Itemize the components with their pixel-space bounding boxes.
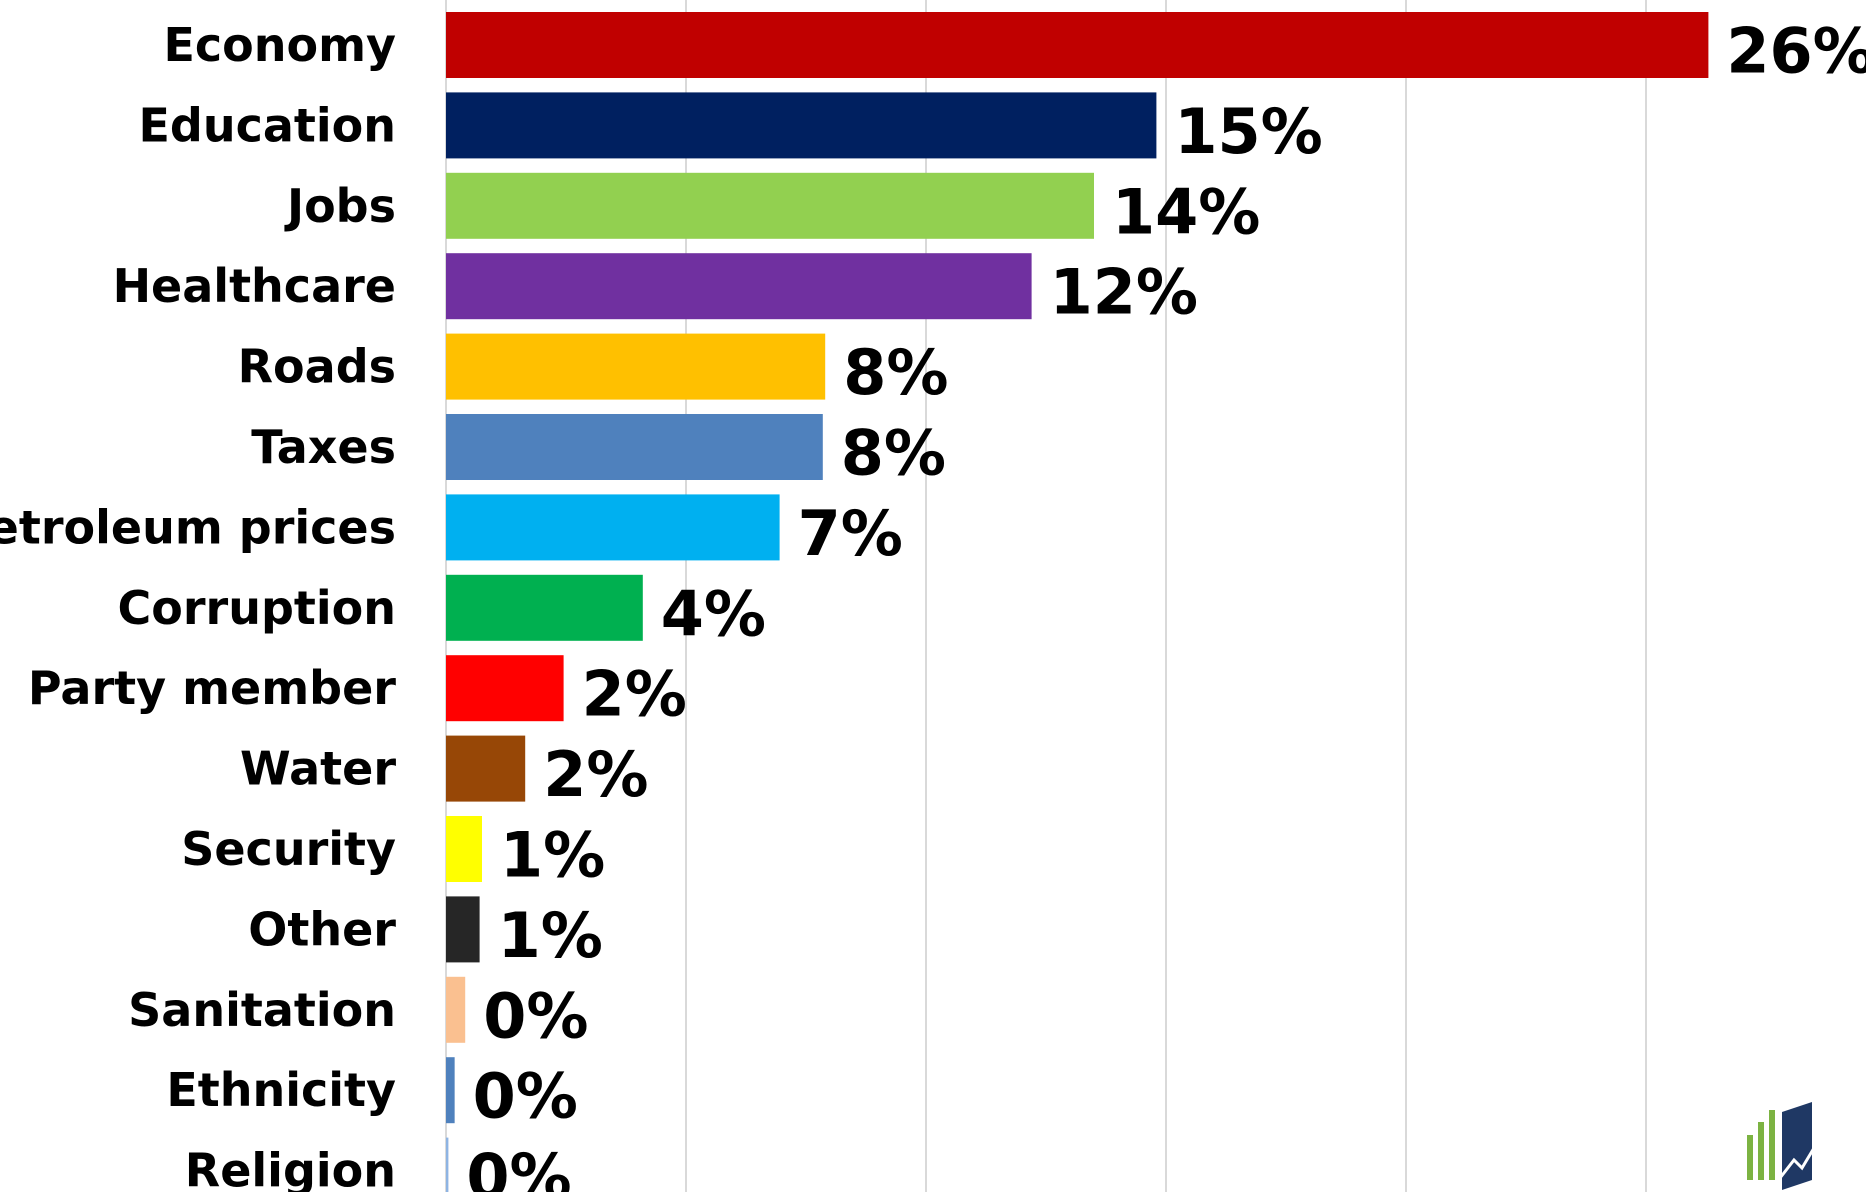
data-label: 2% [582, 658, 687, 731]
data-label: 0% [483, 979, 588, 1052]
category-label: Sanitation [128, 983, 396, 1037]
data-labels: 26%15%14%12%8%8%7%4%2%2%1%1%0%0%0% [466, 15, 1866, 1192]
bar-healthcare [446, 253, 1032, 320]
category-label: Roads [238, 340, 396, 394]
bar-roads [446, 333, 826, 400]
data-label: 2% [543, 738, 648, 811]
category-label: Water [240, 742, 396, 796]
category-label: Education [138, 98, 396, 152]
data-label: 0% [473, 1060, 578, 1133]
bar-economy [446, 12, 1709, 78]
logo-icon [1747, 1102, 1816, 1190]
bar-jobs [446, 172, 1094, 239]
bar-party-member [446, 655, 564, 722]
bar-other [446, 896, 480, 963]
category-labels: Economy Education Jobs Healthcare Roads Taxes… [0, 18, 396, 1192]
data-label: 1% [500, 819, 605, 892]
bar-corruption [446, 574, 643, 641]
category-label: Party member [28, 661, 396, 715]
category-label: Corruption [117, 581, 396, 635]
data-label: 4% [661, 577, 766, 650]
category-label: Jobs [284, 179, 396, 233]
data-label: 26% [1726, 15, 1866, 88]
category-label: Healthcare [113, 259, 396, 313]
data-label: 7% [798, 497, 903, 570]
category-label: Security [181, 822, 396, 876]
bar-sanitation [446, 976, 466, 1043]
data-label: 1% [498, 899, 603, 972]
category-label: Religion [185, 1144, 396, 1192]
data-label: 12% [1050, 256, 1198, 329]
category-label: Economy [163, 18, 396, 72]
category-label: Petroleum prices [0, 500, 396, 554]
data-label: 0% [466, 1140, 571, 1192]
data-label: 14% [1112, 175, 1260, 248]
category-label: Taxes [251, 420, 396, 474]
data-label: 15% [1174, 95, 1322, 168]
bar-security [446, 816, 482, 882]
bar-ethnicity [446, 1057, 455, 1124]
bar-petroleum-prices [446, 494, 780, 561]
bars [446, 12, 1709, 1192]
bar-water [446, 735, 526, 802]
data-label: 8% [843, 336, 948, 409]
bar-taxes [446, 414, 823, 480]
category-label: Ethnicity [166, 1063, 396, 1117]
data-label: 8% [841, 417, 946, 490]
bar-education [446, 92, 1157, 159]
category-label: Other [248, 902, 396, 956]
bar-religion [446, 1137, 449, 1192]
